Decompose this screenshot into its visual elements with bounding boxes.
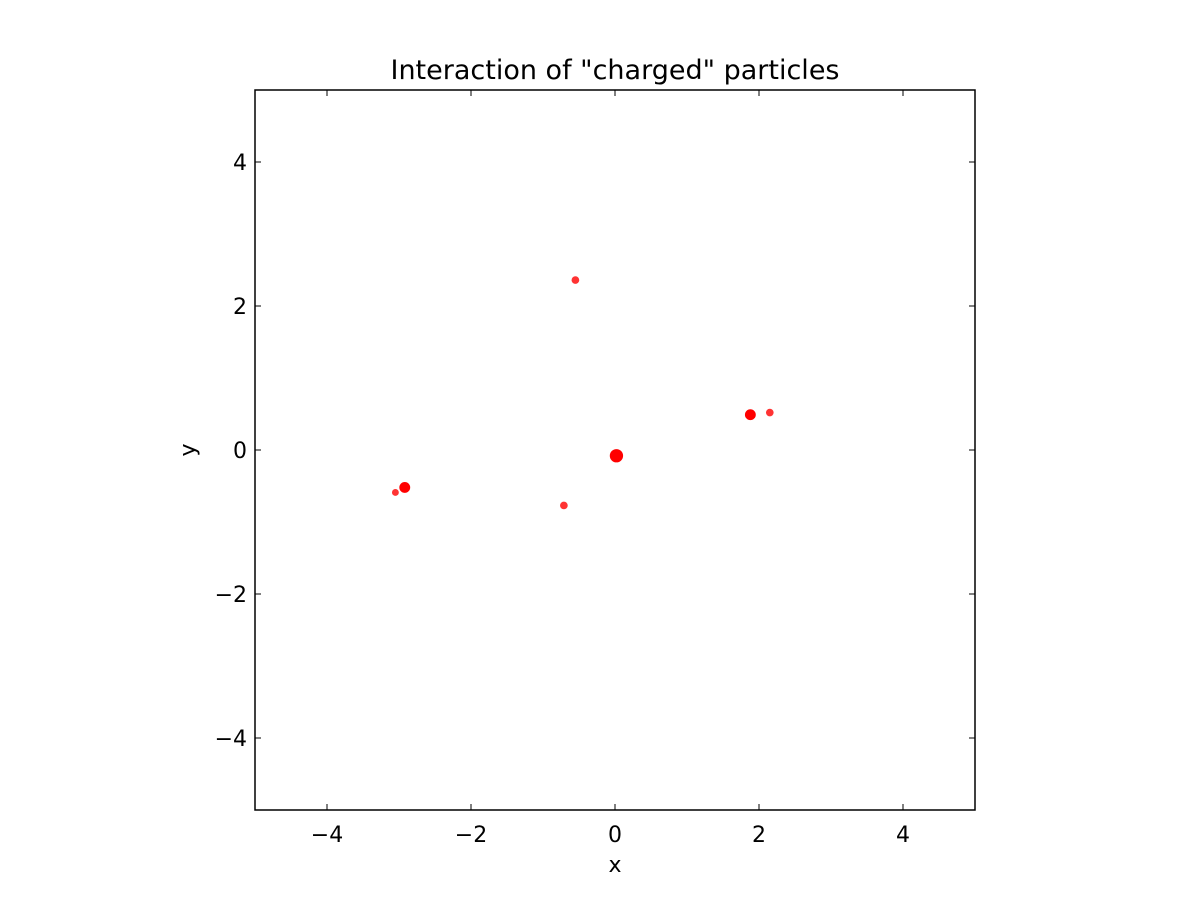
y-tick-label: −2: [215, 583, 247, 608]
axis-ticks: [255, 90, 975, 810]
x-tick-label: 2: [752, 823, 766, 848]
chart-title: Interaction of "charged" particles: [390, 55, 839, 86]
x-tick-label: 4: [896, 823, 910, 848]
scatter-point: [391, 489, 399, 496]
scatter-point: [560, 501, 568, 510]
y-tick-label: 4: [233, 151, 247, 176]
y-tick-label: 0: [233, 439, 247, 464]
x-axis-label: x: [608, 853, 621, 878]
plot-area: [254, 89, 976, 811]
scatter-point: [571, 276, 580, 284]
y-tick-label: 2: [233, 295, 247, 320]
scatter-points: [391, 276, 774, 510]
scatter-point: [744, 409, 756, 421]
scatter-point: [609, 449, 624, 463]
y-tick-label: −4: [215, 727, 247, 752]
x-tick-label: 0: [608, 823, 622, 848]
x-tick-label: −2: [455, 823, 487, 848]
x-tick-labels: −4 −2 0 2 4: [311, 823, 910, 848]
plot-frame: [254, 89, 976, 811]
scatter-point: [765, 408, 774, 417]
scatter-point: [399, 482, 411, 493]
x-tick-label: −4: [311, 823, 343, 848]
y-axis-label: y: [176, 443, 201, 456]
y-tick-labels: −4 −2 0 2 4: [215, 151, 247, 752]
